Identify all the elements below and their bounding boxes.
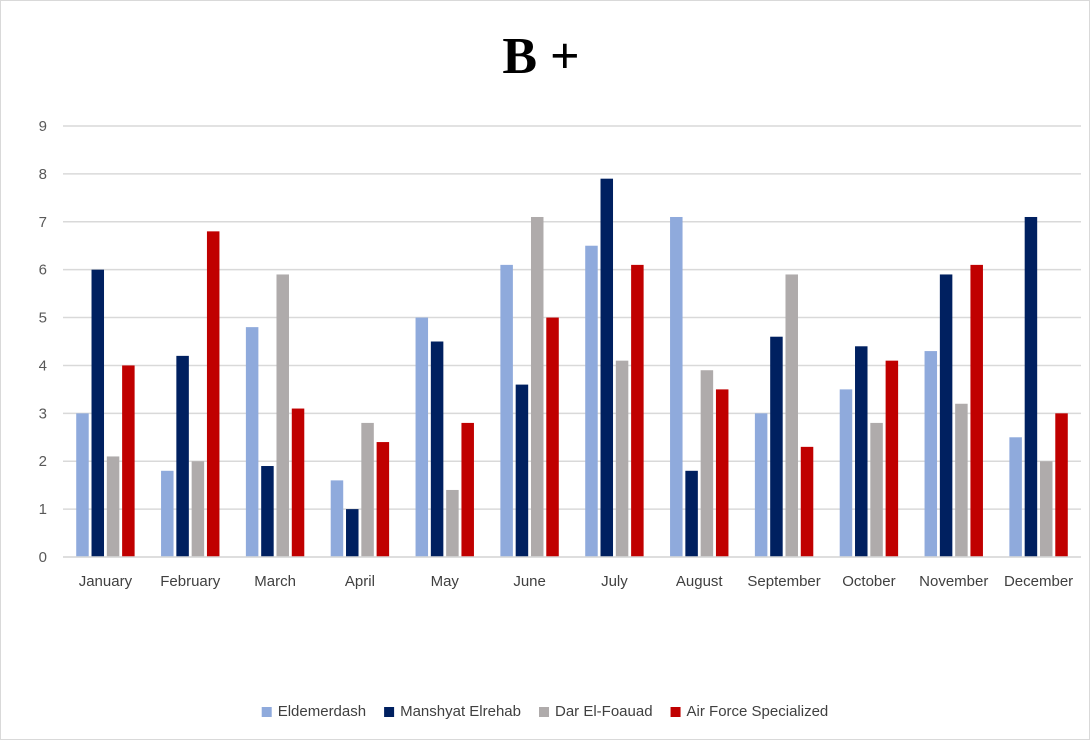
bar (276, 274, 289, 557)
bar (685, 470, 698, 557)
bar (91, 269, 105, 557)
x-tick-label: February (160, 573, 221, 590)
bar (376, 442, 390, 557)
bar (754, 413, 768, 557)
y-tick-label: 2 (39, 453, 47, 470)
bar (206, 231, 220, 557)
y-tick-label: 7 (39, 214, 47, 231)
y-tick-label: 8 (39, 166, 47, 183)
bar (615, 360, 629, 557)
bar (500, 264, 513, 557)
bar (291, 408, 305, 557)
bar (855, 346, 868, 557)
bar (600, 178, 614, 557)
legend-swatch (670, 707, 681, 717)
x-axis: January February March April May June July Augu… (63, 556, 1081, 590)
bar (700, 370, 714, 557)
x-tick-label: June (513, 573, 546, 590)
bar (1055, 413, 1068, 557)
bar (261, 466, 274, 557)
legend-swatch (384, 707, 395, 717)
legend: Eldemerdash Manshyat Elrehab Dar El-Foauad… (261, 703, 829, 720)
x-tick-label: April (345, 573, 375, 590)
legend-label: Dar El-Foauad (555, 703, 653, 720)
bar (191, 461, 205, 557)
x-tick-label: July (601, 573, 628, 590)
bar (122, 365, 135, 557)
legend-item: Manshyat Elrehab (384, 703, 521, 720)
bar (161, 470, 174, 557)
y-tick-label: 6 (39, 262, 47, 279)
bar (785, 274, 798, 557)
y-tick-label: 4 (39, 357, 47, 374)
bar (924, 351, 938, 557)
bar (106, 456, 120, 557)
bar (446, 489, 459, 557)
bar (415, 317, 429, 557)
bar (770, 336, 783, 557)
bar (1024, 216, 1038, 557)
legend-item: Dar El-Foauad (539, 703, 653, 720)
bar (939, 274, 953, 557)
y-axis-tick-labels: 0 1 2 3 4 5 6 7 8 9 (39, 118, 47, 566)
x-tick-label: November (919, 573, 988, 590)
bar (1009, 437, 1022, 557)
legend-label: Manshyat Elrehab (400, 703, 521, 720)
x-tick-label: January (79, 573, 133, 590)
bar (176, 355, 189, 557)
bar (515, 384, 529, 557)
x-tick-label: October (842, 573, 895, 590)
legend-swatch (261, 707, 272, 717)
legend-item: Eldemerdash (261, 703, 366, 720)
bar (885, 360, 899, 557)
legend-label: Eldemerdash (278, 703, 366, 720)
bar (76, 413, 89, 557)
gridlines (63, 125, 1081, 558)
bar (245, 327, 259, 557)
legend-item: Air Force Specialized (670, 703, 829, 720)
y-tick-label: 9 (39, 118, 47, 135)
bar (715, 389, 729, 557)
x-tick-label: September (747, 573, 820, 590)
bar (839, 389, 853, 557)
bar (546, 317, 559, 557)
x-tick-label: August (676, 573, 724, 590)
bar (670, 216, 683, 557)
bar (361, 422, 374, 557)
bar (970, 264, 983, 557)
bars (76, 178, 1068, 557)
bar (585, 245, 598, 557)
bar (430, 341, 444, 557)
bar (955, 403, 968, 557)
chart-title: B + (502, 28, 579, 85)
bar (461, 422, 474, 557)
bar (870, 422, 883, 557)
legend-swatch (539, 707, 550, 717)
bar (631, 264, 644, 557)
bar (530, 216, 544, 557)
legend-label: Air Force Specialized (687, 703, 829, 720)
bar (1039, 461, 1053, 557)
y-tick-label: 3 (39, 405, 47, 422)
y-tick-label: 1 (39, 501, 47, 518)
x-tick-label: March (254, 573, 296, 590)
bar (800, 446, 814, 557)
bar (330, 480, 344, 557)
y-tick-label: 0 (39, 549, 47, 566)
x-tick-label: May (431, 573, 460, 590)
x-tick-label: December (1004, 573, 1073, 590)
y-tick-label: 5 (39, 310, 47, 327)
bar (346, 509, 359, 557)
